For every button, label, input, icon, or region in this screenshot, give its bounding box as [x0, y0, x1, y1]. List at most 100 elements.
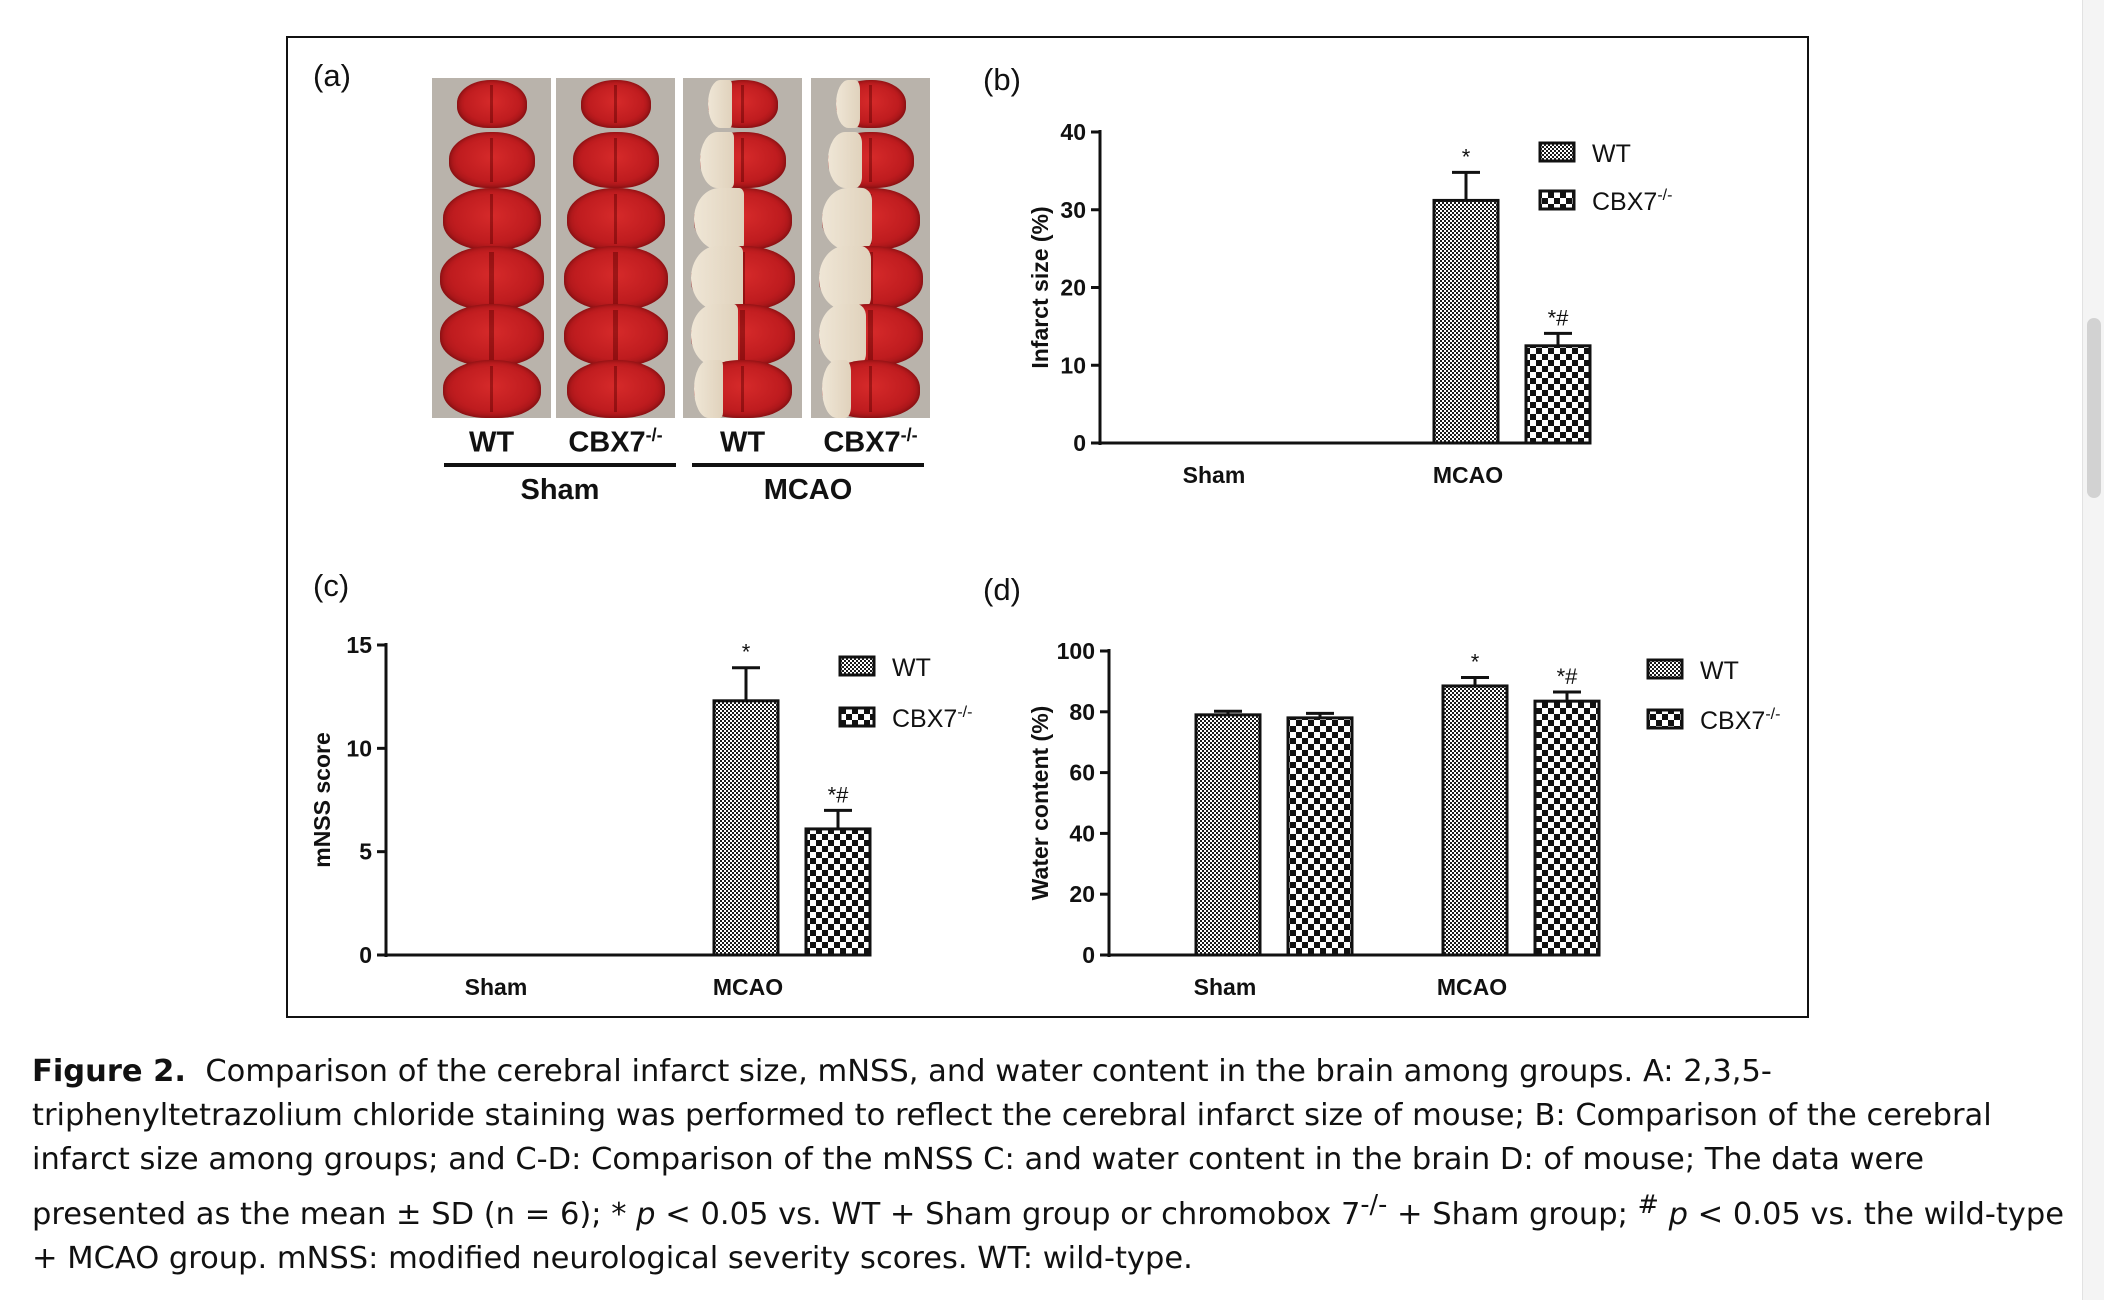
infarct-region: [821, 188, 873, 250]
caption-p-1: p: [636, 1197, 656, 1233]
y-axis-label: Water content (%): [1027, 706, 1053, 901]
page-scrollbar[interactable]: [2082, 0, 2104, 1300]
y-tick-label: 0: [1082, 942, 1095, 968]
photo-column-3: [683, 78, 802, 418]
brain-slice: [566, 188, 665, 250]
panel-b-letter: (b): [983, 62, 1021, 97]
significance-label: *: [1471, 649, 1480, 674]
x-tick-label: Sham: [1194, 974, 1257, 1000]
brain-slice: [439, 246, 544, 310]
bar: [1432, 198, 1500, 445]
bar: [1533, 699, 1601, 957]
y-tick-label: 20: [1060, 275, 1086, 301]
mnss-score-chart: 0 5 10 15 mNSS score Sham MCAO * *# WT CBX7-/-: [309, 632, 972, 1000]
y-axis-label: Infarct size (%): [1027, 206, 1053, 368]
photo-label-4: CBX7-/-: [823, 425, 918, 459]
infarct-region: [690, 304, 739, 366]
caption-figure-label: Figure 2.: [32, 1054, 186, 1089]
caption-text-4: < 0.05 vs. the wild-type + MCAO group. m…: [32, 1197, 2064, 1277]
brain-slice: [442, 360, 541, 418]
brain-slice: [563, 304, 668, 366]
legend-swatch: [1538, 141, 1576, 163]
significance-label: *: [1462, 144, 1471, 169]
y-tick-label: 40: [1060, 119, 1086, 145]
x-tick-label: Sham: [465, 974, 528, 1000]
legend-label: WT: [1592, 140, 1631, 168]
y-tick-label: 0: [359, 942, 372, 968]
brain-slice: [707, 80, 778, 128]
y-tick-label: 40: [1069, 820, 1095, 846]
legend-label: WT: [892, 654, 931, 682]
y-tick-label: 15: [346, 632, 372, 658]
brain-slice: [456, 80, 527, 128]
infarct-region: [693, 360, 723, 418]
bar: [1194, 713, 1262, 957]
panel-c-letter: (c): [313, 568, 350, 603]
significance-label: *#: [1557, 664, 1579, 689]
brain-slice: [821, 188, 920, 250]
y-axis-label: mNSS score: [309, 732, 335, 868]
caption-sup-1: -/-: [1360, 1189, 1388, 1219]
legend-label: CBX7-/-: [1700, 706, 1780, 735]
panel-d-letter: (d): [983, 572, 1021, 607]
infarct-region: [818, 304, 867, 366]
sham-group-label: Sham: [520, 474, 600, 506]
infarct-region: [821, 360, 851, 418]
infarct-region: [690, 246, 743, 310]
x-tick-label: Sham: [1183, 462, 1246, 488]
y-tick-label: 80: [1069, 699, 1095, 725]
x-tick-label: MCAO: [713, 974, 783, 1000]
caption-text-3: + Sham group;: [1387, 1197, 1638, 1233]
legend-label: CBX7-/-: [892, 704, 972, 733]
x-tick-label: MCAO: [1437, 974, 1507, 1000]
significance-label: *#: [1548, 305, 1570, 330]
brain-slice: [442, 188, 541, 250]
y-tick-label: 100: [1057, 638, 1095, 664]
bar: [1441, 684, 1509, 957]
brain-slice: [835, 80, 906, 128]
infarct-region: [699, 132, 734, 188]
bar: [1286, 716, 1354, 957]
legend-swatch: [1538, 189, 1576, 211]
mcao-group-label: MCAO: [763, 474, 853, 506]
x-tick-label: MCAO: [1433, 462, 1503, 488]
brain-slice: [439, 304, 544, 366]
photo-label-3: WT: [719, 426, 766, 459]
mcao-group-rule: [692, 463, 924, 467]
legend-swatch: [1646, 708, 1684, 730]
legend-swatch: [838, 655, 876, 677]
legend-label: WT: [1700, 657, 1739, 685]
brain-slice: [818, 246, 923, 310]
photo-label-2: CBX7-/-: [568, 425, 663, 459]
bar: [1524, 344, 1592, 445]
infarct-region: [827, 132, 862, 188]
brain-slice: [566, 360, 665, 418]
y-tick-label: 5: [359, 839, 372, 865]
scrollbar-thumb[interactable]: [2087, 318, 2101, 498]
brain-slice: [572, 132, 659, 188]
y-tick-label: 30: [1060, 197, 1086, 223]
caption-hash: #: [1637, 1189, 1659, 1219]
figure-caption: Figure 2. Comparison of the cerebral inf…: [32, 1050, 2072, 1281]
panel-a-letter: (a): [313, 58, 351, 93]
brain-slice: [690, 246, 795, 310]
caption-text-2: < 0.05 vs. WT + Sham group or chromobox …: [655, 1197, 1361, 1233]
water-content-chart: 0 20 40 60 80 100 Water content (%) Sham MCAO * *#…: [1027, 638, 1780, 1000]
caption-text-1: Comparison of the cerebral infarct size,…: [32, 1054, 1992, 1233]
bar-charts: 0 10 20 30 40 Infarct size (%) Sham MCAO * *# WT CB…: [309, 119, 1780, 1000]
y-tick-label: 20: [1069, 881, 1095, 907]
infarct-region: [835, 80, 860, 128]
brain-slice: [827, 132, 914, 188]
infarct-region: [818, 246, 871, 310]
infarct-region: [707, 80, 732, 128]
legend-label: CBX7-/-: [1592, 187, 1672, 216]
bar: [712, 699, 780, 957]
photo-column-4: [811, 78, 930, 418]
photo-column-1: [432, 78, 551, 418]
brain-slice: [693, 360, 792, 418]
brain-slice: [690, 304, 795, 366]
brain-slice: [821, 360, 920, 418]
sham-group-rule: [444, 463, 676, 467]
brain-slice: [699, 132, 786, 188]
y-tick-label: 60: [1069, 760, 1095, 786]
